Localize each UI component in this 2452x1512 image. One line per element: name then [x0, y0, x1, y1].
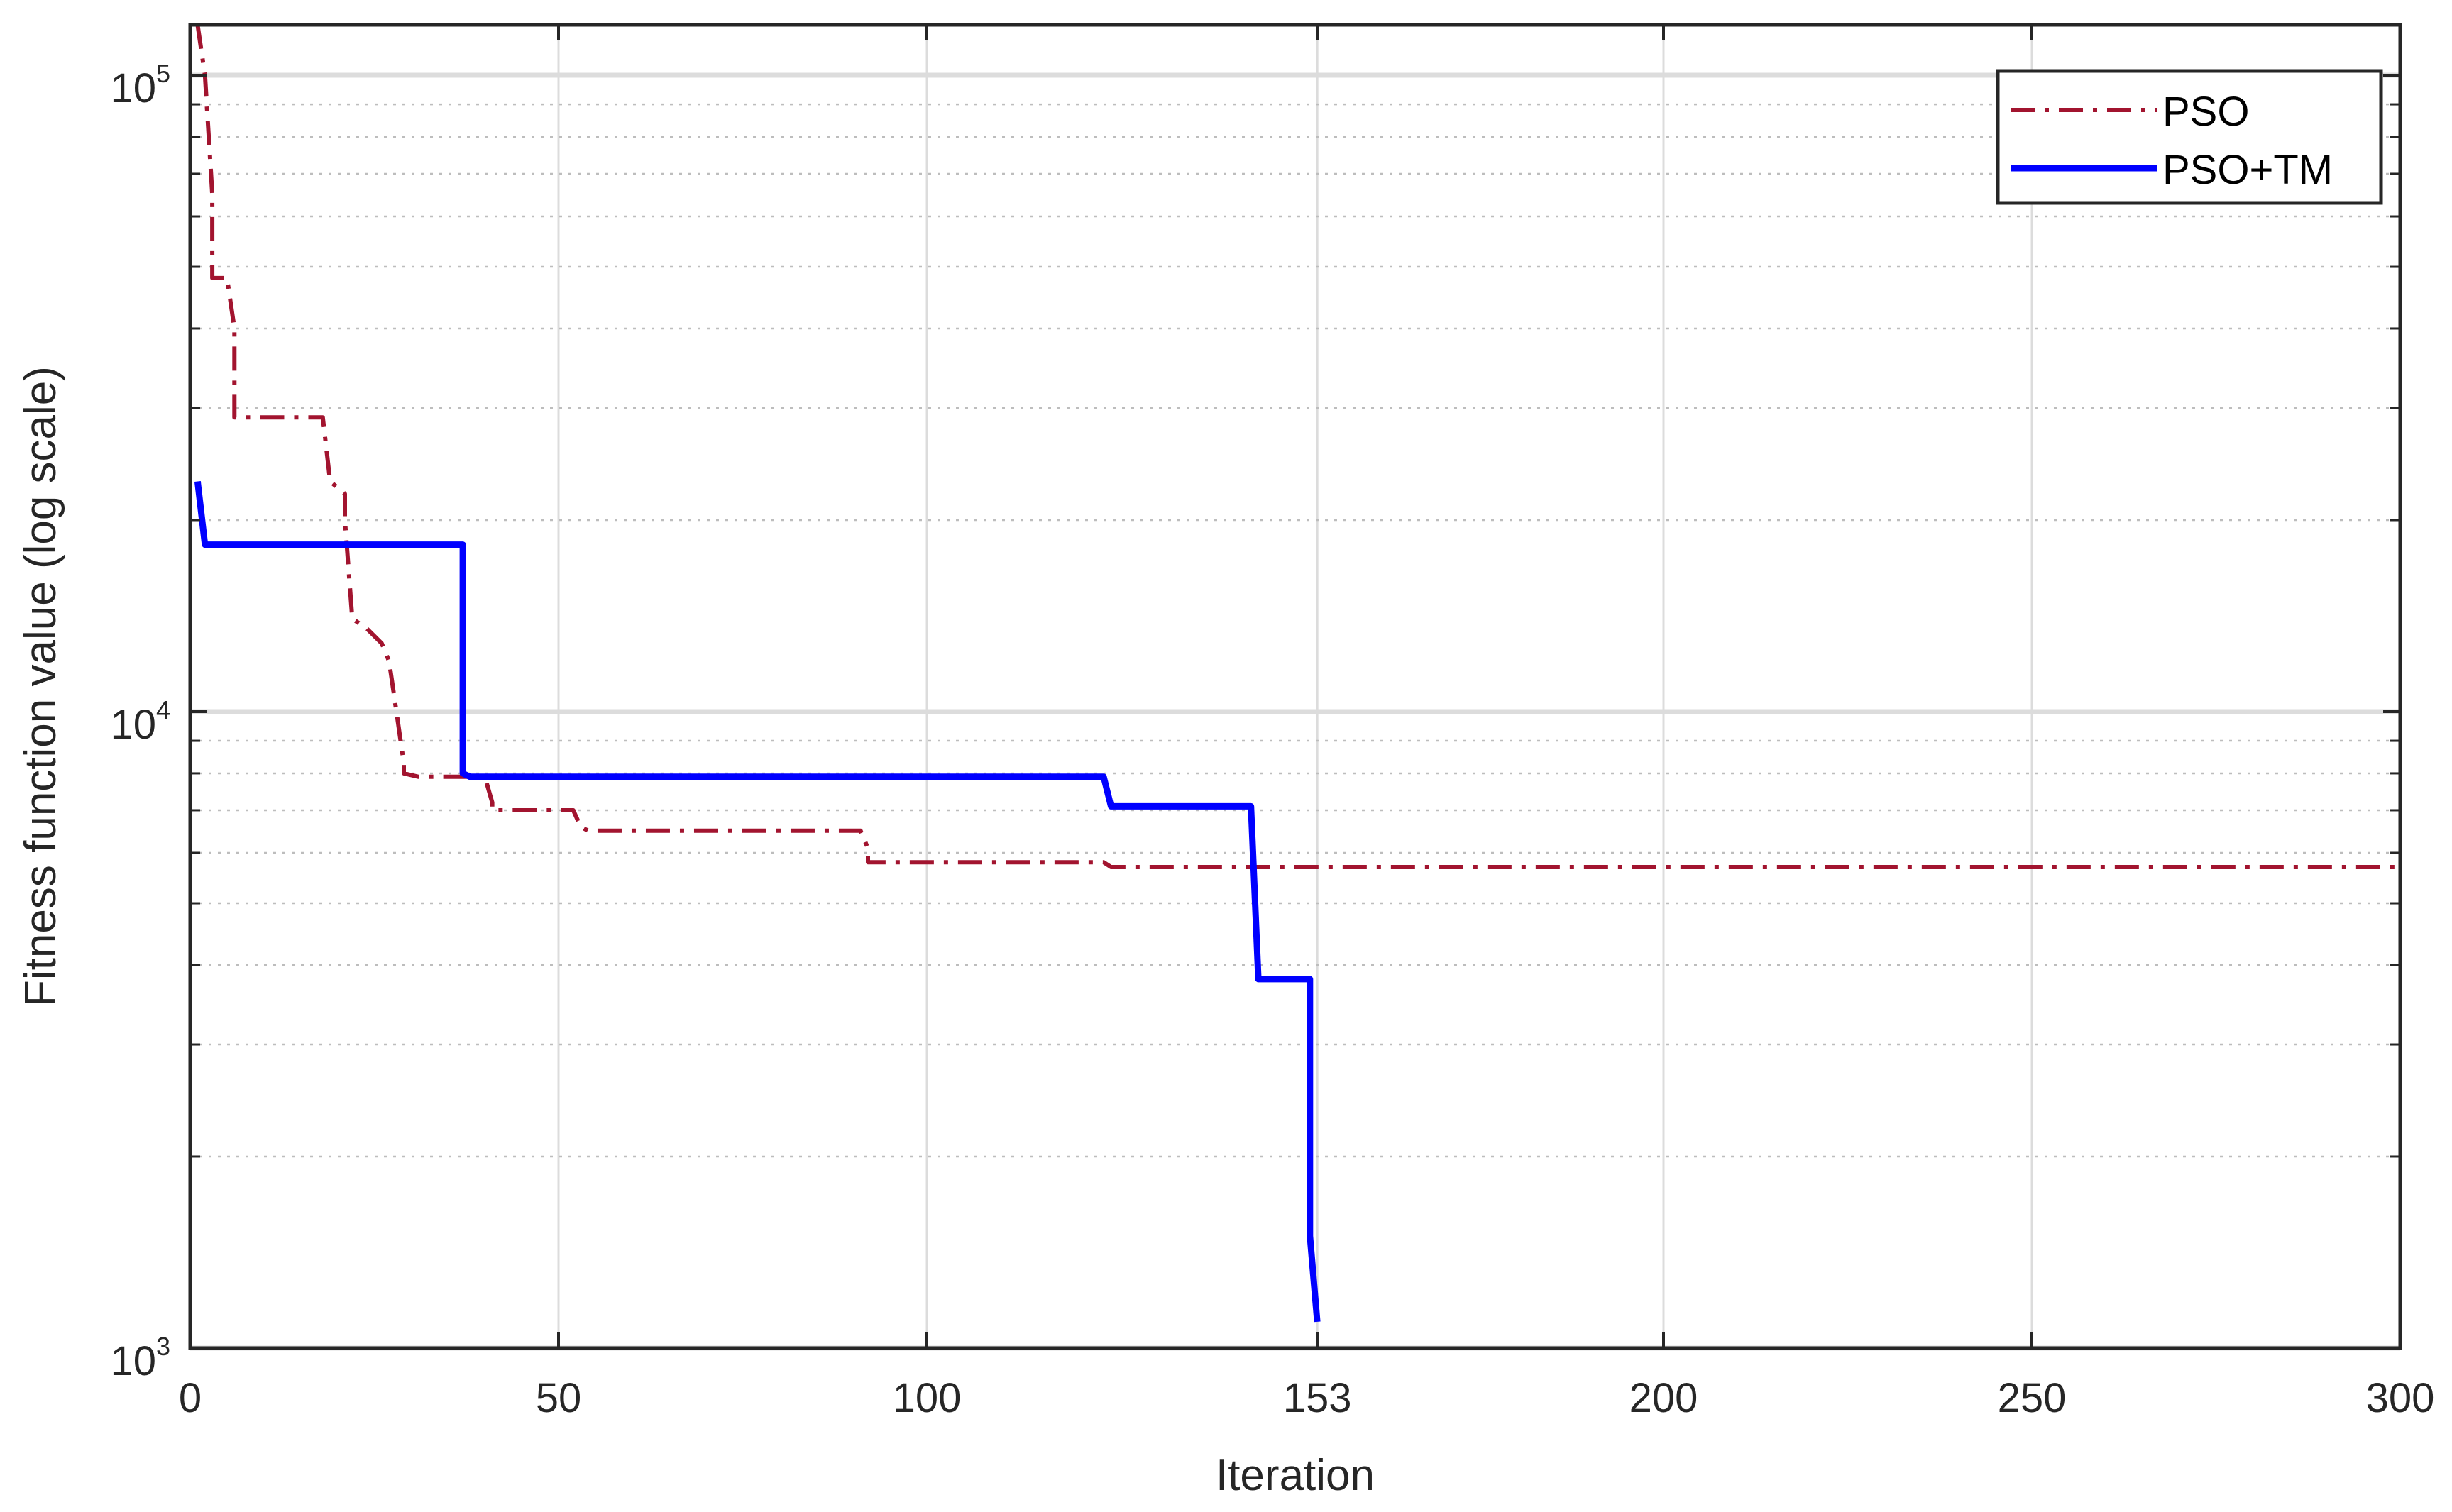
- x-tick-label: 250: [1998, 1375, 2067, 1421]
- legend-box: [1996, 69, 2383, 205]
- x-tick-label: 50: [536, 1375, 582, 1421]
- plot-frame: [188, 23, 2402, 1350]
- y-tick-label: 104: [110, 695, 170, 748]
- series-line-pso: [195, 24, 2400, 869]
- y-tick-label: 103: [110, 1332, 170, 1384]
- tick-labels: 0 50 100 153 200 250 300 103 104 105: [110, 59, 2434, 1421]
- y-axis-title: Fitness function value (log scale): [16, 366, 65, 1007]
- series-layer: [194, 24, 2400, 1323]
- series-line-pso-tm: [194, 480, 1321, 1323]
- x-axis-title: Iteration: [1216, 1451, 1375, 1500]
- x-tick-label: 100: [893, 1375, 962, 1421]
- legend: PSO PSO+TM: [1996, 69, 2383, 205]
- x-tick-label: 200: [1629, 1375, 1698, 1421]
- x-tick-label: 153: [1283, 1375, 1352, 1421]
- legend-label: PSO: [2162, 89, 2250, 135]
- y-tick-label: 105: [110, 59, 170, 111]
- x-tick-label: 0: [179, 1375, 202, 1421]
- legend-label: PSO+TM: [2162, 147, 2333, 193]
- x-tick-label: 300: [2366, 1375, 2435, 1421]
- ticks: [189, 25, 2402, 1350]
